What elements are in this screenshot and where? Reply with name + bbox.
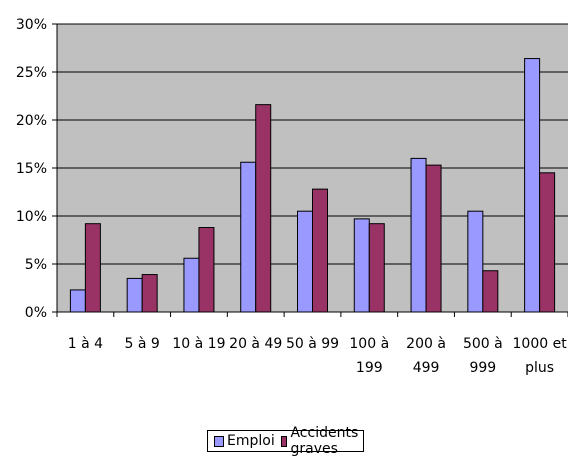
x-tick-label: 499 <box>413 360 440 376</box>
bar-emploi <box>240 161 257 313</box>
x-tick-label: 100 à <box>349 336 389 352</box>
x-tick-label: 1000 et <box>513 336 568 352</box>
bar-emploi <box>467 210 484 313</box>
x-tick-label: 20 à 49 <box>229 336 282 352</box>
y-tick-labels: 0% 5% 10% 15% 20% 25% 30% <box>16 17 47 321</box>
y-tick-label: 25% <box>16 65 47 81</box>
x-tick-label: 999 <box>469 360 496 376</box>
bar-accidents-graves <box>539 172 556 313</box>
x-tick-labels: 1 à 4 5 à 9 10 à 19 20 à 49 50 à 99 100 à 199 2… <box>68 336 567 376</box>
x-tick-label: plus <box>525 360 554 376</box>
bar-emploi <box>183 257 200 313</box>
bar-emploi <box>126 277 143 313</box>
x-tick-label: 5 à 9 <box>125 336 160 352</box>
bar-emploi <box>410 157 427 313</box>
legend-item-accidents: Accidents graves <box>280 425 362 457</box>
x-tick-label: 10 à 19 <box>172 336 225 352</box>
bar-accidents-graves <box>312 188 328 313</box>
bar-emploi <box>297 210 313 313</box>
x-tick-label: 199 <box>356 360 383 376</box>
bar-accidents-graves <box>141 274 158 313</box>
axes <box>56 24 568 317</box>
legend-label-accidents: Accidents graves <box>290 425 359 457</box>
y-tick-label: 0% <box>25 305 47 321</box>
bar-emploi <box>353 218 370 313</box>
y-tick-label: 10% <box>16 209 47 225</box>
bar-accidents-graves <box>84 223 101 313</box>
bar-accidents-graves <box>368 223 385 313</box>
y-tick-label: 30% <box>16 17 47 33</box>
legend-label-emploi: Emploi <box>227 433 275 449</box>
x-tick-label: 1 à 4 <box>68 336 103 352</box>
legend-swatch-accidents <box>280 435 288 447</box>
legend: Emploi Accidents graves <box>207 425 364 457</box>
x-tick-label: 50 à 99 <box>286 336 339 352</box>
bar-emploi <box>69 289 86 313</box>
bar-accidents-graves <box>425 164 442 313</box>
bar-accidents-graves <box>482 270 499 313</box>
y-tick-label: 15% <box>16 161 47 177</box>
bar-accidents-graves <box>255 104 272 313</box>
x-tick-label: 500 à <box>463 336 503 352</box>
y-tick-label: 20% <box>16 113 47 129</box>
y-tick-label: 5% <box>25 257 47 273</box>
x-tick-label: 200 à <box>406 336 446 352</box>
bar-accidents-graves <box>198 227 215 313</box>
legend-item-emploi: Emploi <box>214 433 275 449</box>
legend-swatch-emploi <box>214 435 224 447</box>
bar-emploi <box>524 58 541 313</box>
